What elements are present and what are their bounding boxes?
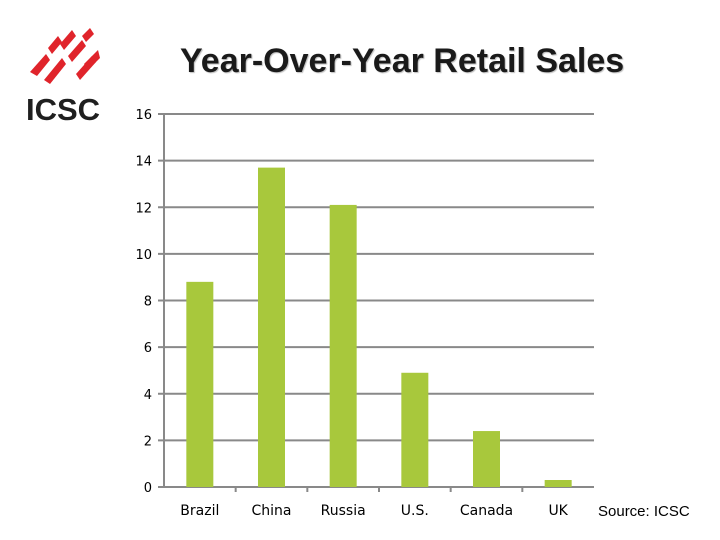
bar-brazil: [186, 281, 214, 487]
bar-us: [401, 372, 429, 487]
x-tick-label: Brazil: [180, 503, 219, 519]
y-tick-label: 2: [144, 434, 152, 449]
y-tick-label: 8: [144, 295, 152, 310]
bar-china: [258, 167, 285, 487]
y-tick-label: 6: [144, 341, 152, 356]
x-tick-label: Russia: [321, 503, 366, 519]
x-tick-label: Canada: [460, 503, 513, 519]
logo-mark-icon: [30, 28, 100, 84]
x-tick-label: U.S.: [401, 503, 429, 519]
chart-title: Year-Over-Year Retail Sales: [180, 42, 625, 80]
logo-text: ICSC: [26, 92, 100, 124]
grid-lines: [158, 113, 594, 492]
x-tick-labels: Brazil China Russia U.S. Canada UK: [180, 503, 568, 519]
y-tick-label: 12: [135, 201, 152, 216]
y-tick-label: 10: [135, 248, 152, 263]
y-tick-label: 16: [135, 108, 152, 123]
y-tick-labels: 0 2 4 6 8 10 12 14 16: [135, 108, 152, 496]
x-tick-label: China: [252, 503, 292, 519]
bars: [186, 167, 572, 487]
y-tick-label: 0: [144, 481, 152, 496]
y-tick-label: 14: [135, 155, 152, 170]
y-tick-label: 4: [144, 388, 152, 403]
bar-canada: [473, 431, 500, 487]
source-note: Source: ICSC: [598, 503, 690, 520]
x-tick-label: UK: [548, 503, 568, 519]
bar-russia: [329, 204, 357, 487]
bar-uk: [544, 480, 572, 487]
icsc-logo: ICSC: [26, 28, 100, 124]
